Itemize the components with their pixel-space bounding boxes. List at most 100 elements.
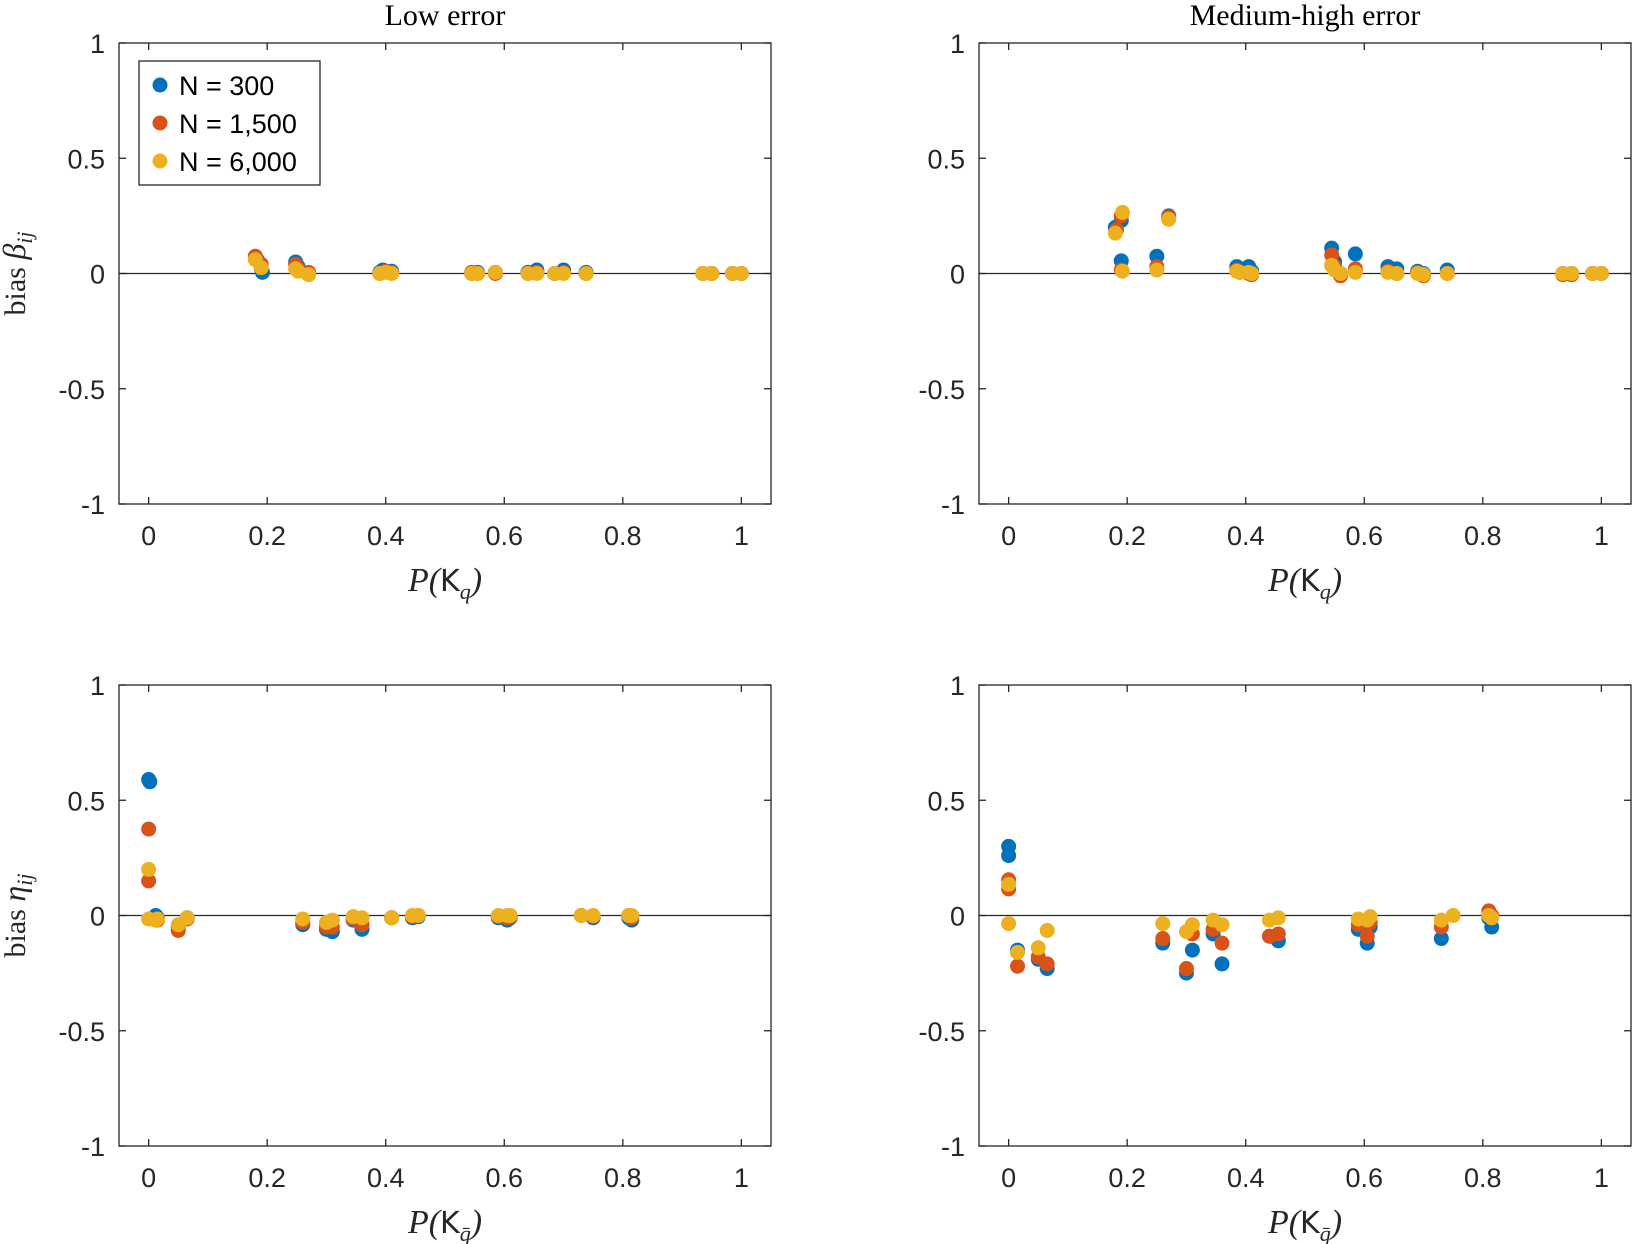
x-axis-label: P(Kq) <box>407 562 482 604</box>
data-point <box>1362 909 1378 925</box>
chart-panel-2: 0 0.2 0.4 0.6 0.8 1 -1 -0.5 0 0.5 1 Medium-high err… <box>918 0 1632 604</box>
data-point <box>179 910 195 926</box>
data-point <box>1107 225 1123 241</box>
y-tick-label: 0 <box>950 902 965 932</box>
legend-marker <box>152 77 168 93</box>
data-point <box>1244 266 1260 281</box>
y-axis-label: bias βij <box>0 232 37 316</box>
data-point <box>295 911 311 927</box>
y-tick-label: 1 <box>90 671 105 701</box>
data-point <box>1484 910 1500 926</box>
y-tick-label: -0.5 <box>918 1017 965 1047</box>
data-point <box>1149 262 1165 278</box>
y-tick-label: -0.5 <box>58 375 105 405</box>
legend-marker <box>152 115 168 131</box>
data-point <box>1149 248 1165 264</box>
chart-panel-1: 0 0.2 0.4 0.6 0.8 1 -1 -0.5 0 0.5 1 Low error P(Kq) b… <box>0 0 772 604</box>
y-tick-label: 0.5 <box>927 786 965 816</box>
y-tick-label: 0 <box>950 260 965 290</box>
data-point <box>733 266 749 281</box>
data-point <box>1439 266 1455 281</box>
series-3 <box>1107 204 1609 283</box>
data-point <box>1214 935 1230 951</box>
x-axis-label: P(Kq) <box>1267 562 1342 604</box>
chart-title: Medium-high error <box>1190 0 1421 32</box>
series-3 <box>141 861 640 933</box>
y-tick-label: -1 <box>81 490 105 520</box>
x-axis-label: P(Kq̄) <box>407 1204 482 1244</box>
data-point <box>1001 916 1017 932</box>
data-point <box>1155 931 1171 947</box>
y-tick-label: 0 <box>90 260 105 290</box>
x-tick-label: 0.4 <box>1227 521 1265 551</box>
data-point <box>1010 944 1026 960</box>
x-tick-label: 0 <box>141 521 156 551</box>
data-point <box>1347 246 1363 262</box>
y-tick-label: -1 <box>941 490 965 520</box>
data-point <box>1161 211 1177 227</box>
x-tick-label: 1 <box>734 521 749 551</box>
x-tick-label: 1 <box>1594 1163 1609 1193</box>
y-tick-label: 0 <box>90 902 105 932</box>
legend-label: N = 6,000 <box>179 147 297 177</box>
data-point <box>578 266 594 281</box>
data-point <box>1324 247 1340 263</box>
x-tick-label: 0.4 <box>1227 1163 1265 1193</box>
data-point <box>1039 956 1055 972</box>
x-tick-label: 0 <box>141 1163 156 1193</box>
x-tick-label: 1 <box>1594 521 1609 551</box>
data-point <box>573 908 589 923</box>
legend-box <box>138 60 321 186</box>
data-point <box>1214 956 1230 972</box>
chart-panel-4: 0 0.2 0.4 0.6 0.8 1 -1 -0.5 0 0.5 1 P(Kq̄) <box>918 671 1632 1244</box>
x-tick-label: 0.6 <box>485 521 523 551</box>
y-tick-label: -1 <box>941 1132 965 1162</box>
data-point <box>529 266 545 281</box>
data-point <box>1184 917 1200 933</box>
data-point <box>470 266 486 281</box>
data-point <box>1039 922 1055 938</box>
x-tick-label: 0.2 <box>1108 521 1146 551</box>
y-tick-label: 1 <box>950 29 965 59</box>
data-point <box>487 264 503 280</box>
y-tick-label: 0.5 <box>67 786 105 816</box>
data-point <box>384 910 400 926</box>
data-point <box>253 260 269 276</box>
data-point <box>1010 958 1026 974</box>
data-point <box>410 908 426 923</box>
data-point <box>142 774 158 790</box>
x-tick-label: 0.2 <box>1108 1163 1146 1193</box>
data-point <box>1433 931 1449 947</box>
data-point <box>1359 928 1375 944</box>
y-tick-label: 1 <box>90 29 105 59</box>
data-point <box>1178 961 1194 977</box>
data-point <box>1416 267 1432 283</box>
data-point <box>150 911 166 927</box>
x-tick-label: 0.8 <box>1464 1163 1502 1193</box>
x-tick-label: 0.6 <box>1345 521 1383 551</box>
x-tick-label: 1 <box>734 1163 749 1193</box>
data-point <box>301 267 317 283</box>
y-axis-label: bias ηij <box>0 874 37 958</box>
data-point <box>1593 266 1609 281</box>
data-point <box>141 821 157 837</box>
data-point <box>624 908 640 923</box>
data-point <box>354 910 370 926</box>
x-tick-label: 0.8 <box>1464 521 1502 551</box>
data-point <box>1333 266 1349 281</box>
data-point <box>1114 204 1130 220</box>
data-point <box>1001 848 1017 864</box>
data-point <box>1184 942 1200 958</box>
y-tick-label: -0.5 <box>58 1017 105 1047</box>
data-point <box>324 912 340 928</box>
data-point <box>141 861 157 877</box>
y-tick-label: 0.5 <box>927 144 965 174</box>
legend-marker <box>152 153 168 169</box>
legend: N = 300 N = 1,500 N = 6,000 <box>138 60 321 186</box>
x-tick-label: 0.2 <box>248 1163 286 1193</box>
x-tick-label: 0.6 <box>485 1163 523 1193</box>
legend-label: N = 300 <box>179 71 274 101</box>
y-tick-label: 1 <box>950 671 965 701</box>
y-tick-label: -1 <box>81 1132 105 1162</box>
